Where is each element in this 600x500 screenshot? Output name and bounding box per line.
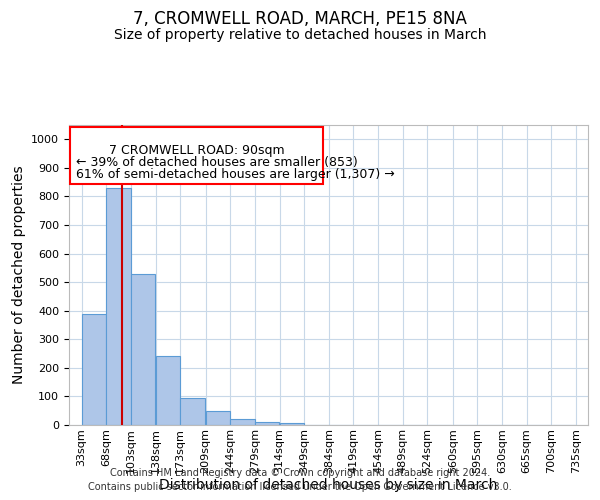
Text: 7, CROMWELL ROAD, MARCH, PE15 8NA: 7, CROMWELL ROAD, MARCH, PE15 8NA (133, 10, 467, 28)
Bar (230, 420, 255, 425)
FancyBboxPatch shape (70, 127, 323, 184)
Text: Contains public sector information licensed under the Open Government Licence v3: Contains public sector information licen… (88, 482, 512, 492)
Text: Size of property relative to detached houses in March: Size of property relative to detached ho… (114, 28, 486, 42)
Bar (106, 188, 131, 425)
Text: ← 39% of detached houses are smaller (853): ← 39% of detached houses are smaller (85… (76, 156, 358, 168)
Text: 61% of semi-detached houses are larger (1,307) →: 61% of semi-detached houses are larger (… (76, 168, 395, 181)
Bar (206, 410, 230, 425)
Bar (131, 274, 155, 425)
X-axis label: Distribution of detached houses by size in March: Distribution of detached houses by size … (160, 478, 497, 492)
Bar (181, 398, 205, 425)
Bar (255, 422, 280, 425)
Text: 7 CROMWELL ROAD: 90sqm: 7 CROMWELL ROAD: 90sqm (109, 144, 284, 157)
Text: Contains HM Land Registry data © Crown copyright and database right 2024.: Contains HM Land Registry data © Crown c… (110, 468, 490, 477)
Bar (82, 314, 106, 425)
Y-axis label: Number of detached properties: Number of detached properties (12, 166, 26, 384)
Bar (280, 423, 304, 425)
Bar (156, 356, 180, 425)
